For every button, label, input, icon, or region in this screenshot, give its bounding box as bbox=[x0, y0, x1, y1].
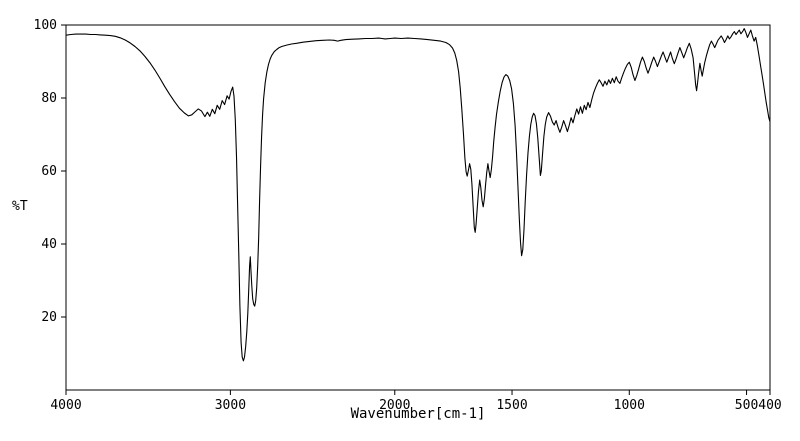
y-tick-label: 80 bbox=[41, 91, 57, 106]
x-tick-label: 3000 bbox=[215, 398, 246, 413]
spectrum-trace bbox=[65, 28, 771, 362]
x-axis-label: Wavenumber[cm-1] bbox=[350, 406, 486, 422]
x-tick-label: 400 bbox=[758, 398, 781, 413]
x-tick-label: 500 bbox=[735, 398, 758, 413]
y-tick-label: 40 bbox=[41, 237, 57, 252]
x-tick-label: 2000 bbox=[379, 398, 410, 413]
x-tick-label: 1500 bbox=[496, 398, 527, 413]
y-tick-label: 100 bbox=[34, 18, 57, 33]
y-tick-label: 60 bbox=[41, 164, 57, 179]
x-tick-label: 1000 bbox=[614, 398, 645, 413]
y-axis-label: %T bbox=[12, 199, 28, 214]
y-tick-label: 20 bbox=[41, 310, 57, 325]
x-tick-label: 4000 bbox=[50, 398, 81, 413]
plot-frame bbox=[65, 24, 771, 391]
